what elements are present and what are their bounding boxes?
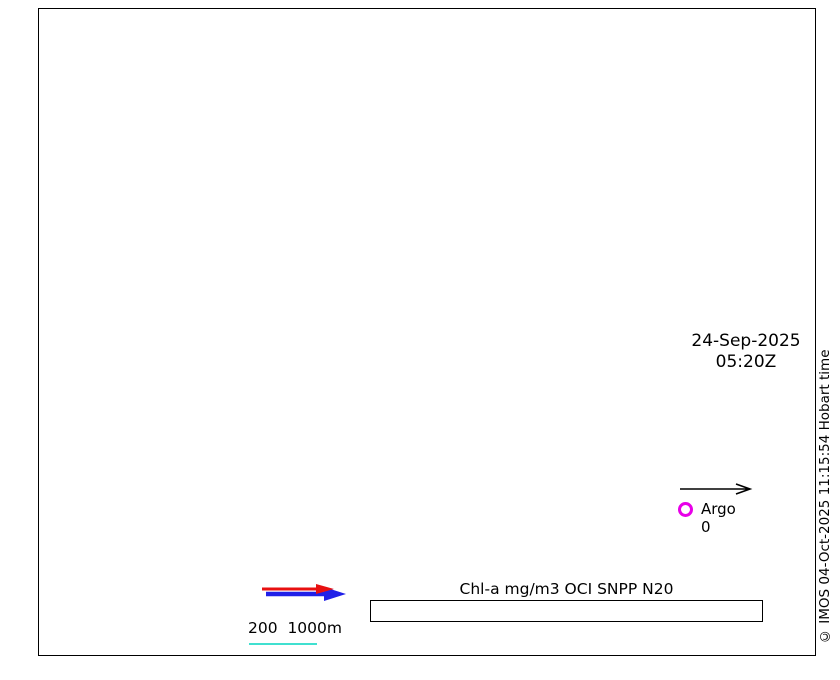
copyright-vertical-text: © IMOS 04-Oct-2025 11:15:54 Hobart time [817, 349, 833, 644]
hf-radar-arrows-icon [262, 584, 346, 601]
altimetric-velocity-arrow-icon [680, 483, 753, 495]
date-line1: 24-Sep-2025 [691, 331, 801, 351]
date-line2: 05:20Z [715, 352, 777, 372]
argo-float-icon [678, 502, 693, 517]
colorbar-title: Chl-a mg/m3 OCI SNPP N20 [459, 580, 674, 598]
colorbar: Chl-a mg/m3 OCI SNPP N20 [370, 580, 763, 622]
date-label: 24-Sep-2025 05:20Z [678, 331, 814, 373]
argo-label: Argo 0 [701, 500, 736, 536]
scale-label: 200 1000m [248, 619, 342, 637]
colorbar-gradient [370, 600, 763, 622]
scale-bathy-line-icon [249, 643, 317, 645]
